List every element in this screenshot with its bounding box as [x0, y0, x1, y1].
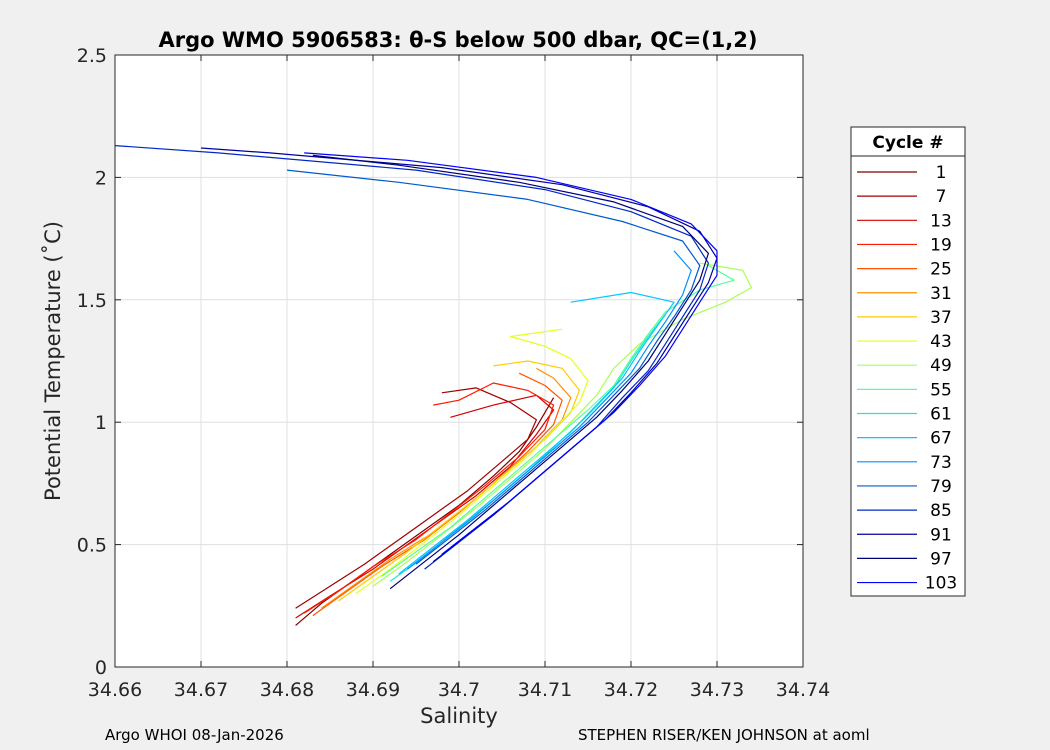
series-line	[295, 387, 538, 609]
legend-label: 37	[930, 308, 952, 328]
series-line	[304, 152, 718, 555]
legend-entry: 67	[857, 429, 952, 449]
series-line	[355, 328, 589, 595]
legend-label: 73	[930, 453, 952, 473]
y-tick-label: 2.5	[77, 45, 107, 67]
legend-entry: 43	[857, 332, 952, 352]
x-tick-label: 34.73	[690, 679, 744, 701]
legend-entry: 97	[857, 549, 952, 569]
series-line	[338, 360, 581, 602]
x-tick-label: 34.66	[88, 679, 142, 701]
series-layer	[114, 145, 753, 626]
x-tick-label: 34.74	[776, 679, 830, 701]
legend-box	[850, 126, 966, 597]
legend-entry: 49	[857, 356, 952, 376]
legend-label: 97	[930, 549, 952, 569]
chart-title: Argo WMO 5906583: θ-S below 500 dbar, QC…	[159, 28, 758, 52]
legend-entry: 13	[857, 211, 952, 231]
legend-label: 91	[930, 525, 952, 545]
legend-entries: 1 7 13 19 25 31 37 43 49 55 61 67 73 79 85 91 97 103	[857, 163, 957, 594]
y-tick-label: 1.5	[77, 290, 107, 312]
legend-entry: 91	[857, 525, 952, 545]
legend-entry: 31	[857, 284, 952, 304]
x-tick-label: 34.72	[604, 679, 658, 701]
legend-label: 31	[930, 284, 952, 304]
legend-title: Cycle #	[872, 133, 943, 153]
legend-entry: 79	[857, 477, 952, 497]
legend-label: 49	[930, 356, 952, 376]
x-tick-label: 34.7	[438, 679, 480, 701]
legend-label: 19	[930, 235, 952, 255]
series-line	[303, 382, 555, 614]
legend-label: 79	[930, 477, 952, 497]
legend-entry: 73	[857, 453, 952, 473]
legend-entry: 25	[857, 260, 952, 280]
legend-entry: 55	[857, 380, 952, 400]
series-line	[398, 291, 675, 575]
ticks: 34.66 34.67 34.68 34.69 34.7 34.71 34.72 34.73 3…	[77, 45, 830, 701]
legend-label: 103	[925, 574, 957, 594]
legend: Cycle # 1 7 13 19 25 31 37 43 49 55 61 67 73 79 85 91 97…	[850, 126, 966, 597]
series-line	[295, 394, 555, 619]
y-tick-label: 0.5	[77, 535, 107, 557]
x-tick-label: 34.71	[518, 679, 572, 701]
y-tick-label: 1	[95, 412, 107, 434]
footer-source: Argo WHOI 08-Jan-2026	[105, 726, 284, 744]
legend-label: 43	[930, 332, 952, 352]
y-tick-label: 2	[95, 167, 107, 189]
y-axis-label: Potential Temperature (˚C)	[41, 221, 65, 501]
legend-entry: 1	[857, 163, 946, 183]
footer-attribution: STEPHEN RISER/KEN JOHNSON at aoml	[578, 726, 870, 744]
legend-entry: 19	[857, 235, 952, 255]
legend-entry: 61	[857, 405, 952, 425]
legend-label: 1	[936, 163, 947, 183]
series-line	[286, 169, 701, 565]
legend-label: 7	[936, 187, 947, 207]
x-tick-label: 34.68	[260, 679, 314, 701]
legend-label: 55	[930, 380, 952, 400]
legend-label: 85	[930, 501, 952, 521]
legend-label: 13	[930, 211, 952, 231]
legend-label: 61	[930, 405, 952, 425]
x-tick-label: 34.69	[346, 679, 400, 701]
legend-entry: 103	[857, 574, 957, 594]
grid	[115, 55, 803, 667]
series-line	[407, 250, 692, 570]
legend-entry: 85	[857, 501, 952, 521]
legend-label: 25	[930, 260, 952, 280]
legend-entry: 7	[857, 187, 946, 207]
series-line	[312, 154, 710, 590]
legend-label: 67	[930, 429, 952, 449]
x-axis-label: Salinity	[420, 704, 498, 728]
x-tick-label: 34.67	[174, 679, 228, 701]
legend-entry: 37	[857, 308, 952, 328]
series-line	[381, 264, 735, 577]
y-tick-label: 0	[95, 657, 107, 679]
